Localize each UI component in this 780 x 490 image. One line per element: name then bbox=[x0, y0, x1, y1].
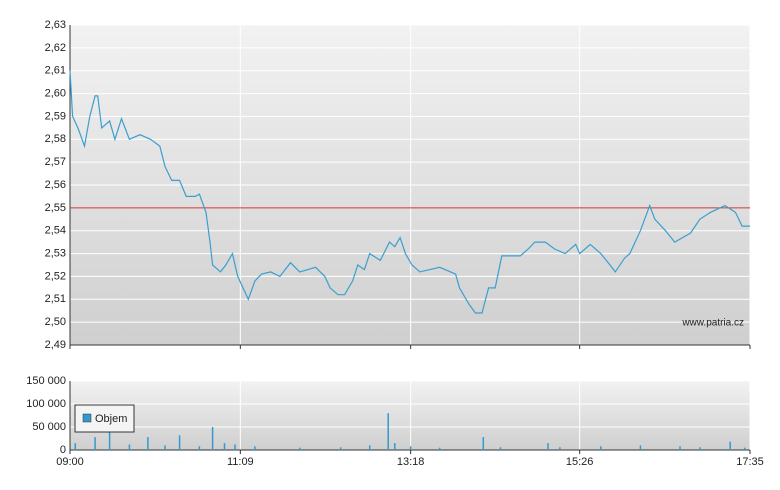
volume-bar bbox=[178, 435, 181, 450]
volume-bar bbox=[94, 437, 96, 450]
x-tick-label: 17:35 bbox=[736, 456, 764, 468]
volume-bar bbox=[74, 443, 77, 450]
y-tick-label: 2,61 bbox=[45, 65, 66, 77]
volume-bar bbox=[147, 437, 149, 450]
y-tick-label: 2,55 bbox=[45, 202, 66, 214]
volume-bar bbox=[679, 446, 681, 450]
y-tick-label: 2,62 bbox=[45, 42, 66, 54]
y-tick-label: 2,58 bbox=[45, 133, 66, 145]
volume-bar bbox=[559, 447, 561, 450]
y-tick-label: 2,53 bbox=[45, 247, 66, 259]
volume-bar bbox=[223, 443, 226, 450]
y-tick-label: 0 bbox=[60, 444, 66, 456]
y-tick-label: 2,50 bbox=[45, 316, 66, 328]
annotation: www.patria.cz bbox=[681, 318, 744, 329]
price-line bbox=[69, 70, 750, 314]
y-tick-label: 50 000 bbox=[32, 421, 66, 433]
y-tick-label: 2,54 bbox=[45, 225, 66, 237]
y-tick-label: 100 000 bbox=[26, 398, 66, 410]
volume-bar bbox=[298, 447, 301, 450]
volume-bar bbox=[699, 447, 701, 450]
volume-bar bbox=[438, 447, 441, 450]
volume-bar bbox=[409, 446, 412, 450]
x-tick-label: 09:00 bbox=[56, 456, 84, 468]
y-tick-label: 150 000 bbox=[26, 375, 66, 387]
volume-bar bbox=[547, 443, 549, 450]
y-tick-label: 2,51 bbox=[45, 293, 66, 305]
volume-bar bbox=[108, 420, 111, 450]
legend-swatch bbox=[82, 413, 92, 423]
volume-bar bbox=[254, 446, 256, 450]
plot-background bbox=[70, 381, 750, 450]
y-tick-label: 2,52 bbox=[45, 270, 66, 282]
x-tick-label: 13:18 bbox=[397, 456, 425, 468]
volume-bar bbox=[128, 444, 131, 450]
y-tick-label: 2,63 bbox=[45, 19, 66, 31]
volume-bar bbox=[394, 443, 396, 450]
x-tick-label: 15:26 bbox=[566, 456, 594, 468]
volume-bar bbox=[387, 413, 389, 450]
volume-bar bbox=[164, 445, 166, 450]
volume-bar bbox=[639, 445, 642, 450]
volume-bar bbox=[729, 441, 731, 450]
y-tick-label: 2,56 bbox=[45, 179, 66, 191]
volume-bar bbox=[743, 447, 746, 450]
volume-bar bbox=[339, 447, 342, 450]
y-tick-label: 2,49 bbox=[45, 339, 66, 351]
legend-label: Objem bbox=[95, 413, 127, 425]
y-tick-label: 2,59 bbox=[45, 110, 66, 122]
x-tick-label: 11:09 bbox=[227, 456, 254, 468]
volume-bar bbox=[211, 427, 214, 450]
legend-box bbox=[74, 404, 135, 433]
volume-bar bbox=[482, 437, 485, 450]
volume-bar bbox=[600, 446, 602, 450]
y-tick-label: 2,60 bbox=[45, 87, 66, 99]
volume-bar bbox=[234, 444, 236, 450]
volume-bar bbox=[198, 446, 201, 450]
volume-bar bbox=[368, 445, 371, 450]
volume-bar bbox=[499, 447, 502, 450]
y-tick-label: 2,57 bbox=[45, 156, 66, 168]
